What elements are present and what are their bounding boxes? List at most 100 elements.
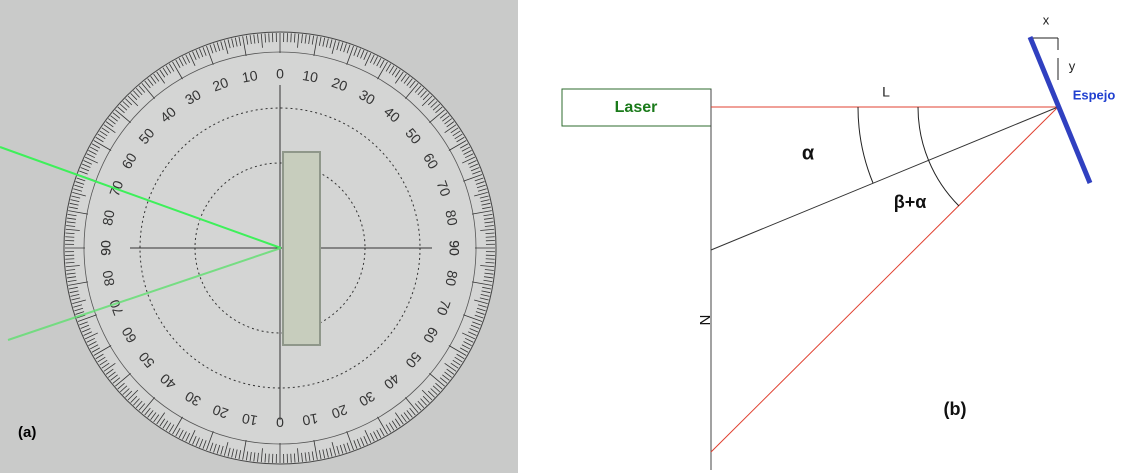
scale-tick [376,429,382,439]
scale-tick [67,279,77,283]
scale-tick [97,133,106,140]
scale-tick [403,76,410,84]
scale-tick [474,299,488,305]
reflected-ray [710,106,1059,453]
scale-tick [427,98,435,106]
scale-tick [483,279,493,283]
scale-tick [483,276,493,279]
scale-label: 0 [276,66,284,82]
scale-tick [394,71,404,84]
scale-tick [79,170,88,175]
scale-tick [313,36,318,57]
scale-tick [388,422,395,431]
scale-tick [76,177,86,182]
scale-tick [264,453,267,463]
scale-tick [195,437,200,447]
scale-tick [115,109,131,123]
reflected-ray [710,106,1059,251]
scale-tick [97,356,106,363]
scale-tick [185,432,191,442]
scale-tick [463,341,472,346]
scale-tick [463,314,483,322]
scale-tick [168,63,175,72]
scale-tick [231,38,235,48]
scale-tick [115,373,131,387]
scale-tick [70,199,80,203]
scale-tick [469,328,479,333]
scale-tick [339,444,344,454]
scale-tick [227,39,231,49]
scale-tick [66,225,76,227]
scale-label: 60 [420,324,442,346]
scale-tick [353,47,358,56]
scale-tick [403,412,410,420]
laser-beam [7,247,282,341]
scale-tick [192,51,197,60]
scale-tick [476,307,486,312]
scale-tick [231,448,235,458]
scale-tick [456,353,465,360]
scale-tick [468,331,477,336]
scale-tick [213,43,217,53]
scale-tick [377,416,388,435]
scale-label: 90 [446,240,462,256]
scale-tick [439,377,448,384]
glass-block [282,151,321,346]
scale-tick [91,143,101,149]
scale-tick [461,146,471,152]
scale-tick [150,412,157,420]
scale-tick [464,153,474,159]
scale-tick [260,33,263,48]
scale-tick [68,206,78,210]
scale-tick [444,371,452,378]
scale-tick [88,150,97,155]
scale-tick [360,49,365,59]
scale-tick [86,337,96,343]
scale-tick [391,420,398,429]
scale-tick [86,153,96,159]
scale-tick [406,410,413,418]
scale-label: 0 [276,414,284,430]
scale-tick [313,439,318,460]
scale-tick [249,35,252,45]
scale-label: 60 [420,150,442,172]
scale-tick [227,447,231,457]
scale-tick [108,371,116,378]
scale-tick [66,221,76,224]
scale-tick [474,314,484,319]
scale-tick [293,453,296,463]
scale-tick [68,286,78,290]
scale-tick [421,95,433,107]
scale-tick [485,232,495,235]
scale-tick [223,442,229,456]
scale-tick [409,407,416,416]
scale-label: 70 [434,178,454,198]
scale-tick [159,69,166,78]
scale-tick [405,83,419,99]
scale-tick [175,59,181,69]
scale-tick [448,140,467,151]
scale-tick [484,269,494,271]
scale-tick [394,69,401,78]
scale-tick [234,37,238,47]
scale-tick [242,36,247,57]
scale-tick [133,398,140,406]
scale-label: 20 [210,74,230,94]
scale-tick [195,49,200,59]
scale-tick [67,213,77,217]
scale-label: 80 [99,269,117,287]
scale-label: 30 [182,388,204,410]
scale-tick [461,344,471,350]
scale-tick [76,314,86,319]
scale-tick [297,448,300,463]
scale-tick [117,106,125,114]
scale-tick [480,199,490,203]
y-label: y [1069,58,1076,73]
scale-tick [430,388,438,395]
scale-label: 60 [118,150,140,172]
angle-arc [857,106,874,184]
scale-tick [353,440,358,449]
scale-tick [249,451,252,461]
scale-tick [444,124,457,134]
